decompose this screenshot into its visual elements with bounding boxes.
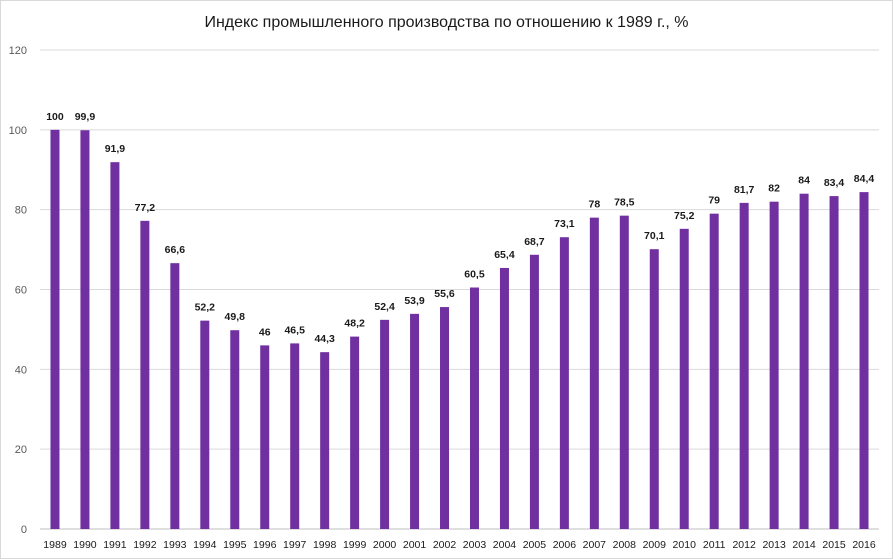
x-tick-label: 2014 bbox=[792, 539, 816, 551]
bar bbox=[619, 215, 629, 529]
x-tick-label: 1998 bbox=[313, 539, 337, 551]
x-tick-label: 1995 bbox=[223, 539, 247, 551]
data-label: 55,6 bbox=[434, 288, 455, 300]
x-tick-label: 2016 bbox=[852, 539, 876, 551]
x-tick-label: 1991 bbox=[103, 539, 127, 551]
data-label: 68,7 bbox=[524, 236, 545, 248]
bar bbox=[769, 201, 779, 529]
data-label: 49,8 bbox=[225, 311, 246, 323]
data-label: 52,4 bbox=[374, 301, 395, 313]
x-tick-label: 1992 bbox=[133, 539, 157, 551]
bar bbox=[170, 263, 180, 529]
x-tick-label: 1993 bbox=[163, 539, 187, 551]
x-tick-label: 2001 bbox=[403, 539, 427, 551]
bar bbox=[559, 237, 569, 529]
x-tick-label: 2012 bbox=[732, 539, 756, 551]
data-label: 66,6 bbox=[165, 244, 186, 256]
data-label: 52,2 bbox=[195, 302, 216, 314]
bar bbox=[709, 213, 719, 530]
x-tick-label: 2004 bbox=[493, 539, 517, 551]
data-label: 65,4 bbox=[494, 249, 515, 261]
bar bbox=[499, 267, 509, 529]
x-tick-label: 2010 bbox=[673, 539, 697, 551]
x-tick-label: 2013 bbox=[762, 539, 786, 551]
bar bbox=[110, 162, 120, 529]
x-tick-label: 2006 bbox=[553, 539, 577, 551]
data-label: 73,1 bbox=[554, 218, 575, 230]
data-label: 75,2 bbox=[674, 210, 695, 222]
data-label: 78,5 bbox=[614, 197, 635, 209]
y-tick-label: 0 bbox=[21, 524, 27, 536]
bar bbox=[50, 129, 60, 530]
y-tick-label: 100 bbox=[9, 125, 27, 137]
bar bbox=[260, 345, 270, 529]
bar bbox=[799, 193, 809, 529]
bar bbox=[739, 202, 749, 529]
bar bbox=[649, 249, 659, 529]
y-tick-label: 20 bbox=[15, 444, 27, 456]
x-tick-label: 2007 bbox=[583, 539, 607, 551]
x-tick-label: 2015 bbox=[822, 539, 846, 551]
y-tick-label: 120 bbox=[9, 45, 27, 57]
x-tick-label: 1990 bbox=[73, 539, 97, 551]
bar bbox=[140, 220, 150, 530]
data-label: 83,4 bbox=[824, 177, 845, 189]
data-label: 70,1 bbox=[644, 230, 665, 242]
bar bbox=[410, 313, 420, 529]
x-tick-label: 1989 bbox=[43, 539, 67, 551]
chart-title: Индекс промышленного производства по отн… bbox=[204, 14, 689, 31]
data-label: 48,2 bbox=[344, 318, 365, 330]
data-label: 78 bbox=[588, 199, 600, 211]
bar bbox=[469, 287, 479, 529]
y-tick-label: 80 bbox=[15, 205, 27, 217]
bar bbox=[829, 196, 839, 529]
x-tick-label: 1999 bbox=[343, 539, 367, 551]
bar bbox=[320, 352, 330, 529]
data-label: 100 bbox=[46, 111, 64, 123]
bar bbox=[859, 192, 869, 529]
x-tick-label: 2005 bbox=[523, 539, 547, 551]
bar bbox=[589, 217, 599, 529]
data-label: 84,4 bbox=[854, 173, 875, 185]
bar bbox=[200, 320, 210, 529]
x-tick-label: 2003 bbox=[463, 539, 487, 551]
bar bbox=[80, 130, 90, 530]
bar bbox=[529, 254, 539, 529]
data-label: 77,2 bbox=[135, 202, 156, 214]
data-label: 81,7 bbox=[734, 184, 755, 196]
data-label: 60,5 bbox=[464, 269, 485, 281]
x-tick-label: 1996 bbox=[253, 539, 277, 551]
bar bbox=[230, 330, 240, 529]
data-label: 99,9 bbox=[75, 111, 96, 123]
y-tick-label: 60 bbox=[15, 285, 27, 297]
data-label: 79 bbox=[708, 195, 720, 207]
data-label: 82 bbox=[768, 183, 780, 195]
bar bbox=[440, 307, 450, 529]
x-tick-label: 2009 bbox=[643, 539, 667, 551]
bar bbox=[290, 343, 300, 529]
y-tick-label: 40 bbox=[15, 364, 27, 376]
bar bbox=[350, 336, 360, 529]
bar bbox=[679, 228, 689, 529]
x-tick-label: 2000 bbox=[373, 539, 397, 551]
data-label: 84 bbox=[798, 175, 810, 187]
x-tick-label: 2008 bbox=[613, 539, 637, 551]
data-label: 91,9 bbox=[105, 143, 126, 155]
data-label: 53,9 bbox=[404, 295, 425, 307]
x-tick-label: 2011 bbox=[703, 539, 726, 551]
data-label: 46,5 bbox=[284, 324, 305, 336]
x-tick-label: 1994 bbox=[193, 539, 217, 551]
x-tick-label: 1997 bbox=[283, 539, 307, 551]
data-label: 46 bbox=[259, 326, 271, 338]
bar bbox=[380, 319, 390, 529]
x-tick-label: 2002 bbox=[433, 539, 457, 551]
data-label: 44,3 bbox=[314, 333, 335, 345]
